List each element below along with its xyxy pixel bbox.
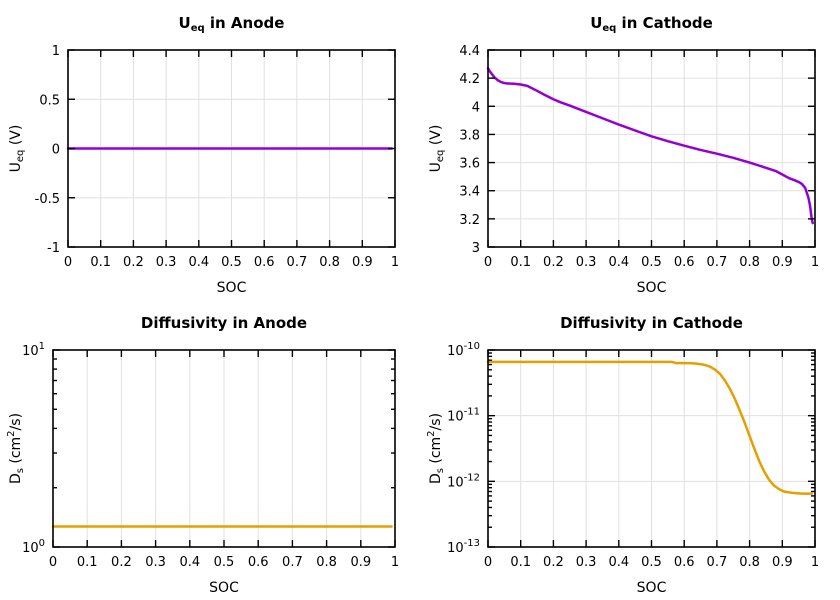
y-tick-label: 3.4 [459,185,480,200]
y-tick-label: 3 [472,241,480,256]
x-tick-label: 0.4 [179,555,200,570]
grid-lines [488,350,815,547]
x-tick-label: 0.7 [707,255,728,270]
x-tick-label: 0.8 [739,255,760,270]
subplot-ueq-cathode: 0 0.1 0.2 0.3 0.4 0.5 0.6 0.7 0.8 0.9 1 3 3.2 3.4 3.6 3… [428,14,819,296]
ueq-cathode-curve [486,67,814,225]
x-tick-label: 0.3 [145,555,166,570]
y-tick-label: 0.5 [39,93,60,108]
y-tick-label: 100 [22,538,45,556]
x-tick-label: 1 [391,555,399,570]
x-tick-label: 0 [49,555,57,570]
x-tick-label: 0.2 [543,255,564,270]
y-tick-label: 3.6 [459,157,480,172]
x-tick-label: 0.6 [674,255,695,270]
tick-marks [52,349,396,548]
x-tick-label: 0.3 [576,555,597,570]
subplot-diffusivity-cathode: 0 0.1 0.2 0.3 0.4 0.5 0.6 0.7 0.8 0.9 1 10-13 10-12 1… [426,314,819,596]
x-tick-label: 0.4 [608,255,629,270]
y-tick-label: -1 [47,241,60,256]
grid-lines [86,350,362,547]
x-tick-label: 0.9 [352,255,373,270]
x-tick-label: 1 [811,555,819,570]
x-tick-label: 0.1 [510,255,531,270]
subplot-diffusivity-anode: 0 0.1 0.2 0.3 0.4 0.5 0.6 0.7 0.8 0.9 1 100 101 Diffu… [6,314,399,596]
y-tick-label: 0 [52,143,60,158]
y-tick-label: 1 [52,44,60,59]
x-tick-label: 1 [811,255,819,270]
y-tick-label: 10-10 [447,341,480,359]
x-tick-label: 0.8 [316,555,337,570]
x-axis-title: SOC [209,580,239,596]
x-tick-label: 0.1 [510,555,531,570]
x-tick-label: 0.9 [350,555,371,570]
x-tick-label: 0.4 [608,555,629,570]
x-tick-label: 0 [484,255,492,270]
x-tick-label: 0.5 [641,555,662,570]
x-tick-label: 0.6 [248,555,269,570]
x-axis-title: SOC [217,280,247,296]
x-tick-label: 1 [391,255,399,270]
grid-lines [488,50,815,247]
subplot-ueq-anode: 0 0.1 0.2 0.3 0.4 0.5 0.6 0.7 0.8 0.9 1 -1 -0.5 0 0.5 1… [8,14,399,296]
x-tick-label: 0.1 [90,255,111,270]
x-tick-label: 0.2 [543,555,564,570]
y-tick-label: 3.8 [459,128,480,143]
y-axis-title: Ds (cm2/s) [6,413,26,484]
y-tick-label: 4.2 [459,72,480,87]
y-axis-title: Ueq (V) [428,125,446,173]
x-tick-label: 0.4 [188,255,209,270]
y-tick-label: 3.2 [459,213,480,228]
x-tick-label: 0.1 [77,555,98,570]
x-tick-label: 0 [64,255,72,270]
y-tick-label: 4.4 [459,44,480,59]
y-tick-label: 10-12 [447,472,480,490]
x-tick-label: 0.8 [739,555,760,570]
x-tick-label: 0.3 [156,255,177,270]
tick-marks [487,349,816,548]
x-tick-label: 0.6 [254,255,275,270]
x-tick-label: 0.6 [674,555,695,570]
y-tick-label: -0.5 [35,192,60,207]
chart-title: Ueq in Cathode [590,14,713,34]
y-tick-label: 4 [472,100,480,115]
x-tick-label: 0.5 [214,555,235,570]
tick-marks [67,49,396,248]
x-tick-label: 0.2 [111,555,132,570]
x-tick-label: 0.7 [287,255,308,270]
x-tick-label: 0.5 [221,255,242,270]
x-tick-label: 0.9 [772,255,793,270]
x-tick-label: 0.9 [772,555,793,570]
x-tick-label: 0.7 [707,555,728,570]
chart-title: Diffusivity in Cathode [560,314,743,332]
x-axis-title: SOC [637,280,667,296]
x-tick-label: 0.7 [282,555,303,570]
chart-title: Diffusivity in Anode [141,314,307,332]
y-axis-title: Ds (cm2/s) [426,413,446,484]
x-tick-label: 0.5 [641,255,662,270]
y-tick-label: 10-11 [447,407,480,425]
x-tick-label: 0.2 [123,255,144,270]
x-tick-label: 0.3 [576,255,597,270]
y-axis-title: Ueq (V) [8,125,26,173]
y-tick-label: 101 [22,341,45,359]
tick-marks [487,49,816,248]
y-tick-label: 10-13 [447,538,480,556]
x-axis-title: SOC [637,580,667,596]
x-tick-label: 0 [484,555,492,570]
x-tick-label: 0.8 [319,255,340,270]
diffusivity-cathode-curve [486,360,813,495]
chart-title: Ueq in Anode [179,14,285,34]
